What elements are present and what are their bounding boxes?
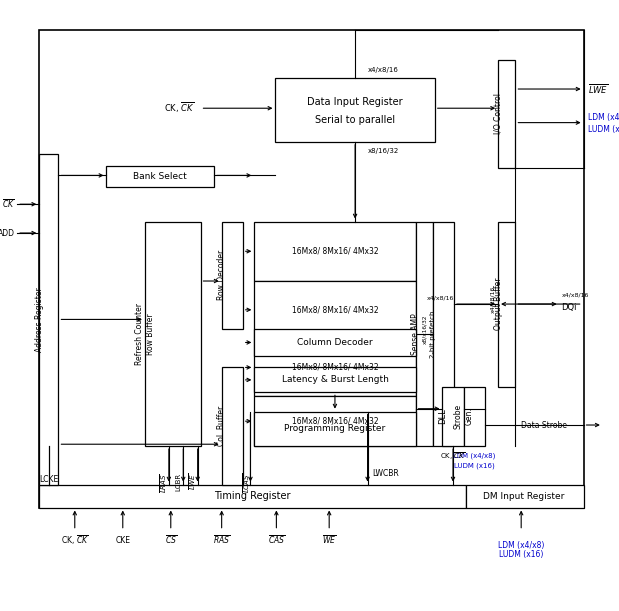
Bar: [254, 367, 415, 392]
Text: I/O Control: I/O Control: [493, 93, 503, 134]
Text: Data Strobe: Data Strobe: [521, 420, 567, 430]
Bar: [465, 485, 584, 508]
Text: ADD: ADD: [0, 229, 15, 238]
Text: $\overline{LWE}$: $\overline{LWE}$: [589, 82, 608, 96]
Text: 2-bit prefetch: 2-bit prefetch: [430, 310, 436, 357]
Text: $\overline{CS}$: $\overline{CS}$: [165, 534, 177, 546]
Text: DLL: DLL: [438, 409, 447, 424]
Text: Strobe
Gen.: Strobe Gen.: [454, 404, 474, 429]
Text: x4/x8/16: x4/x8/16: [426, 296, 454, 301]
Text: CKE: CKE: [115, 536, 130, 545]
Text: Data Input Register: Data Input Register: [307, 98, 403, 108]
Bar: [254, 412, 415, 446]
Text: x8/16/32: x8/16/32: [368, 148, 399, 155]
Text: Bank Select: Bank Select: [133, 172, 187, 181]
Text: Programming Register: Programming Register: [284, 425, 386, 433]
Text: Refresh Counter
Row Buffer: Refresh Counter Row Buffer: [135, 303, 155, 365]
Bar: [433, 222, 454, 446]
Bar: [415, 222, 433, 446]
Text: x4/x8/16: x4/x8/16: [368, 67, 399, 73]
Text: $\overline{LCAS}$: $\overline{LCAS}$: [241, 473, 252, 493]
Bar: [222, 222, 243, 329]
Text: Column Decoder: Column Decoder: [297, 338, 373, 347]
Text: Sense AMP: Sense AMP: [411, 313, 420, 355]
Bar: [254, 329, 415, 356]
Bar: [254, 396, 415, 446]
Text: CK, $\overline{CK}$: CK, $\overline{CK}$: [440, 450, 466, 461]
Text: x8/x16/32: x8/x16/32: [423, 314, 428, 344]
Text: Output Buffer: Output Buffer: [493, 278, 503, 331]
Bar: [464, 387, 485, 446]
Text: Row Decoder: Row Decoder: [217, 250, 226, 301]
Text: LCBR: LCBR: [175, 473, 181, 491]
Bar: [275, 78, 435, 142]
Bar: [498, 60, 516, 168]
Text: CK, $\overline{CK}$: CK, $\overline{CK}$: [164, 101, 195, 115]
Text: LDM (x4/x8): LDM (x4/x8): [589, 113, 619, 122]
Text: 16Mx8/ 8Mx16/ 4Mx32: 16Mx8/ 8Mx16/ 4Mx32: [292, 247, 378, 256]
Text: Serial to parallel: Serial to parallel: [315, 115, 395, 125]
Text: DM Input Register: DM Input Register: [483, 492, 565, 500]
Bar: [254, 338, 415, 396]
Text: x4/x8/16: x4/x8/16: [561, 293, 589, 298]
Bar: [145, 222, 201, 446]
Bar: [39, 485, 465, 508]
Text: Address Register: Address Register: [35, 287, 44, 352]
Text: LUDM (x16): LUDM (x16): [589, 125, 619, 134]
Text: LDM (x4/x8): LDM (x4/x8): [453, 453, 495, 459]
Text: LDM (x4/x8): LDM (x4/x8): [498, 541, 544, 549]
Bar: [254, 222, 415, 281]
Bar: [443, 387, 464, 446]
Text: LUDM (x16): LUDM (x16): [454, 462, 495, 469]
Text: $\overline{RAS}$: $\overline{RAS}$: [213, 534, 230, 546]
Text: LCKE: LCKE: [39, 475, 58, 484]
Text: 16Mx8/ 8Mx16/ 4Mx32: 16Mx8/ 8Mx16/ 4Mx32: [292, 306, 378, 314]
Text: 16Mx8/ 8Mx16/ 4Mx32: 16Mx8/ 8Mx16/ 4Mx32: [292, 363, 378, 372]
Text: $\overline{LRAS}$: $\overline{LRAS}$: [159, 473, 169, 493]
Text: Timing Register: Timing Register: [214, 491, 291, 501]
Text: CK, $\overline{CK}$: CK, $\overline{CK}$: [61, 533, 89, 547]
Text: $\overline{WE}$: $\overline{WE}$: [322, 534, 336, 546]
Text: LUDM (x16): LUDM (x16): [499, 550, 543, 559]
Bar: [254, 281, 415, 338]
Bar: [222, 367, 243, 485]
Text: 16Mx8/ 8Mx16/ 4Mx32: 16Mx8/ 8Mx16/ 4Mx32: [292, 417, 378, 426]
Text: Latency & Burst Length: Latency & Burst Length: [282, 375, 388, 384]
Text: DQi: DQi: [561, 304, 577, 312]
Bar: [106, 166, 214, 187]
Text: x4/x8/16: x4/x8/16: [490, 286, 495, 313]
Text: CK, $\overline{CK}$: CK, $\overline{CK}$: [0, 197, 15, 211]
Bar: [39, 29, 584, 508]
Bar: [39, 155, 58, 485]
Text: $\overline{LWE}$: $\overline{LWE}$: [188, 473, 198, 490]
Text: $\overline{CAS}$: $\overline{CAS}$: [267, 534, 285, 546]
Text: LWCBR: LWCBR: [373, 469, 399, 478]
Bar: [498, 222, 516, 387]
Text: Col. Buffer: Col. Buffer: [217, 406, 226, 446]
